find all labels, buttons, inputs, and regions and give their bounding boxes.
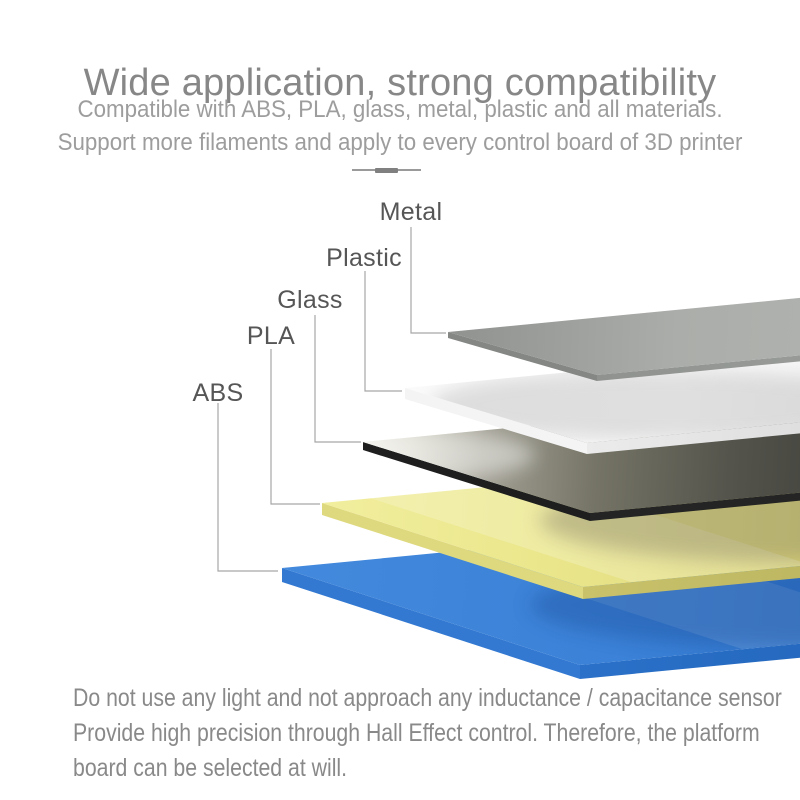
leader-plastic xyxy=(364,271,402,392)
footer-line-2: Provide high precision through Hall Effe… xyxy=(73,719,760,747)
footer-note: Do not use any light and not approach an… xyxy=(73,681,793,786)
section-divider xyxy=(352,166,421,174)
subtitle-line-1: Compatible with ABS, PLA, glass, metal, … xyxy=(77,96,723,123)
leader-lines xyxy=(217,227,446,572)
footer-line-1: Do not use any light and not approach an… xyxy=(73,684,782,712)
divider-line-left xyxy=(352,169,375,171)
layer-label-glass: Glass xyxy=(277,286,343,314)
layer-label-plastic: Plastic xyxy=(326,244,402,272)
layer-metal xyxy=(448,297,800,381)
layer-label-abs: ABS xyxy=(192,379,244,407)
leader-glass xyxy=(314,315,361,443)
subtitle: Compatible with ABS, PLA, glass, metal, … xyxy=(0,93,800,159)
leader-abs xyxy=(217,403,278,572)
divider-bar xyxy=(375,167,398,173)
leader-pla xyxy=(270,349,320,505)
layer-plastic xyxy=(405,349,800,454)
layer-label-pla: PLA xyxy=(246,322,296,350)
layer-label-metal: Metal xyxy=(379,198,443,226)
subtitle-line-2: Support more filaments and apply to ever… xyxy=(57,129,743,156)
page-title: Wide application, strong compatibility xyxy=(83,62,717,105)
leader-metal xyxy=(410,227,446,334)
divider-line-right xyxy=(398,169,421,171)
footer-line-3: board can be selected at will. xyxy=(73,754,348,782)
